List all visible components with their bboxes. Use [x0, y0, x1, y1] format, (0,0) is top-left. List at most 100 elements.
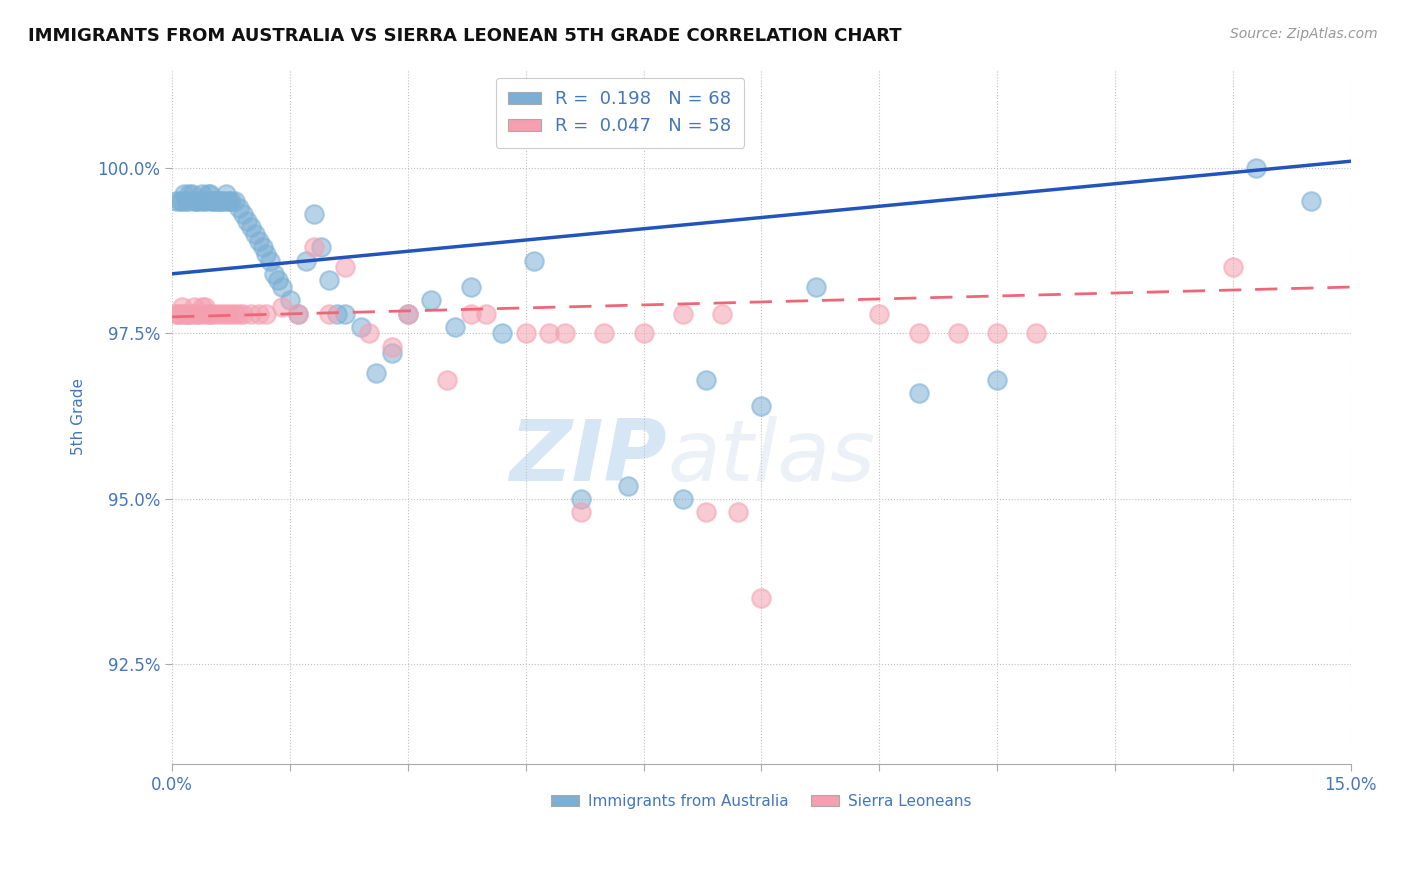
- Point: [907, 326, 929, 341]
- Point: [217, 194, 239, 208]
- Point: [263, 267, 285, 281]
- Point: [217, 306, 239, 320]
- Point: [271, 280, 294, 294]
- Point: [381, 346, 404, 360]
- Point: [278, 293, 301, 308]
- Point: [173, 306, 195, 320]
- Point: [868, 306, 890, 320]
- Point: [218, 194, 240, 208]
- Point: [173, 187, 195, 202]
- Point: [350, 319, 373, 334]
- Point: [177, 306, 200, 320]
- Point: [475, 306, 498, 320]
- Point: [208, 194, 231, 208]
- Point: [569, 491, 592, 506]
- Point: [169, 306, 191, 320]
- Point: [593, 326, 616, 341]
- Point: [204, 194, 226, 208]
- Point: [224, 194, 246, 208]
- Point: [396, 306, 419, 320]
- Text: Source: ZipAtlas.com: Source: ZipAtlas.com: [1230, 27, 1378, 41]
- Point: [176, 306, 198, 320]
- Point: [267, 273, 290, 287]
- Point: [1246, 161, 1268, 175]
- Point: [186, 194, 208, 208]
- Point: [1301, 194, 1323, 208]
- Point: [236, 214, 259, 228]
- Legend: Immigrants from Australia, Sierra Leoneans: Immigrants from Australia, Sierra Leonea…: [546, 788, 977, 815]
- Point: [946, 326, 969, 341]
- Point: [491, 326, 513, 341]
- Point: [436, 373, 458, 387]
- Point: [194, 194, 217, 208]
- Point: [208, 306, 231, 320]
- Point: [232, 207, 254, 221]
- Point: [184, 194, 207, 208]
- Point: [184, 306, 207, 320]
- Point: [170, 300, 193, 314]
- Point: [197, 187, 219, 202]
- Point: [247, 306, 270, 320]
- Point: [695, 373, 717, 387]
- Point: [183, 194, 205, 208]
- Text: atlas: atlas: [666, 417, 875, 500]
- Point: [239, 220, 262, 235]
- Point: [554, 326, 576, 341]
- Point: [180, 306, 202, 320]
- Point: [302, 207, 325, 221]
- Point: [193, 194, 215, 208]
- Point: [633, 326, 655, 341]
- Point: [294, 253, 316, 268]
- Point: [188, 194, 211, 208]
- Point: [177, 194, 200, 208]
- Point: [200, 306, 222, 320]
- Point: [287, 306, 309, 320]
- Point: [318, 273, 340, 287]
- Point: [170, 194, 193, 208]
- Point: [243, 227, 266, 241]
- Point: [420, 293, 443, 308]
- Point: [1025, 326, 1047, 341]
- Point: [179, 306, 201, 320]
- Point: [209, 194, 232, 208]
- Point: [522, 253, 544, 268]
- Point: [617, 479, 640, 493]
- Text: ZIP: ZIP: [509, 417, 666, 500]
- Point: [366, 366, 388, 380]
- Point: [180, 187, 202, 202]
- Point: [986, 373, 1008, 387]
- Point: [806, 280, 828, 294]
- Point: [333, 260, 356, 275]
- Point: [444, 319, 467, 334]
- Point: [672, 491, 695, 506]
- Point: [247, 234, 270, 248]
- Point: [460, 280, 482, 294]
- Y-axis label: 5th Grade: 5th Grade: [72, 377, 86, 455]
- Point: [219, 306, 242, 320]
- Point: [179, 187, 201, 202]
- Point: [212, 306, 235, 320]
- Point: [204, 306, 226, 320]
- Point: [188, 306, 211, 320]
- Point: [460, 306, 482, 320]
- Point: [695, 505, 717, 519]
- Point: [167, 306, 190, 320]
- Point: [169, 194, 191, 208]
- Point: [214, 187, 236, 202]
- Point: [751, 399, 773, 413]
- Point: [207, 194, 229, 208]
- Point: [219, 194, 242, 208]
- Point: [727, 505, 749, 519]
- Point: [569, 505, 592, 519]
- Point: [228, 201, 250, 215]
- Point: [193, 306, 215, 320]
- Point: [191, 300, 214, 314]
- Point: [239, 306, 262, 320]
- Point: [271, 300, 294, 314]
- Point: [256, 247, 278, 261]
- Point: [302, 240, 325, 254]
- Point: [224, 306, 246, 320]
- Point: [326, 306, 349, 320]
- Point: [252, 240, 274, 254]
- Point: [287, 306, 309, 320]
